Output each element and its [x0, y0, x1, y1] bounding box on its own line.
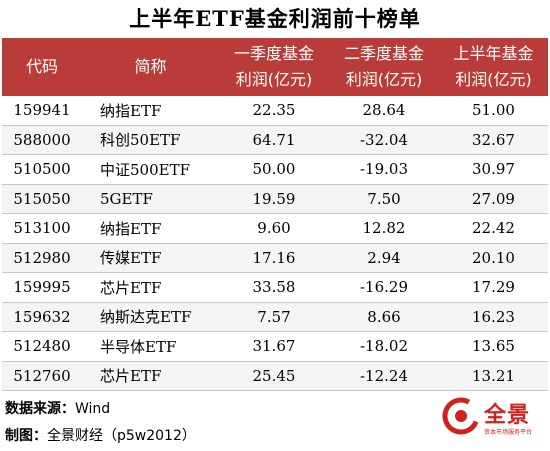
cell-code: 510500: [2, 154, 82, 185]
cell-name: 传媒ETF: [82, 243, 219, 273]
table-row: 159995 芯片ETF 33.58 -16.29 17.29: [2, 272, 548, 303]
logo-subtitle: 资本市场服务平台: [484, 429, 533, 436]
cell-q1: 17.16: [219, 243, 329, 273]
table-header-row: 代码 简称 一季度基金利润(亿元) 二季度基金利润(亿元) 上半年基金利润(亿元…: [2, 38, 548, 96]
cell-h1: 13.65: [439, 331, 548, 362]
maker-label: 制图：: [5, 428, 47, 444]
cell-q2: -18.02: [329, 331, 439, 362]
cell-q2: 8.66: [329, 302, 439, 332]
brand-logo: 全景 资本市场服务平台: [440, 393, 550, 448]
table-row: 512760 芯片ETF 25.45 -12.24 13.21: [2, 361, 548, 391]
cell-q2: 2.94: [329, 243, 439, 273]
maker-note: 制图：全景财经（p5w2012）: [5, 425, 196, 445]
cell-q2: 7.50: [329, 184, 439, 214]
cell-h1: 30.97: [439, 154, 548, 185]
header-name: 简称: [82, 38, 219, 96]
table-row: 513100 纳指ETF 9.60 12.82 22.42: [2, 213, 548, 244]
header-code: 代码: [2, 38, 82, 96]
header-h1: 上半年基金利润(亿元): [439, 38, 548, 96]
header-q1-line1: 一季度基金: [233, 44, 314, 63]
cell-code: 512480: [2, 331, 82, 362]
cell-h1: 27.09: [439, 184, 548, 214]
cell-name: 纳指ETF: [82, 96, 219, 126]
cell-code: 515050: [2, 184, 82, 214]
table-row: 510500 中证500ETF 50.00 -19.03 30.97: [2, 154, 548, 185]
cell-h1: 13.21: [439, 361, 548, 391]
cell-q2: -12.24: [329, 361, 439, 391]
cell-h1: 17.29: [439, 272, 548, 303]
page-title: 上半年ETF基金利润前十榜单: [129, 6, 421, 31]
cell-q1: 22.35: [219, 96, 329, 126]
cell-name: 纳指ETF: [82, 213, 219, 244]
header-q2: 二季度基金利润(亿元): [329, 38, 439, 96]
cell-name: 中证500ETF: [82, 154, 219, 185]
cell-q1: 25.45: [219, 361, 329, 391]
table-row: 159632 纳斯达克ETF 7.57 8.66 16.23: [2, 302, 548, 332]
cell-code: 159995: [2, 272, 82, 303]
header-code-label: 代码: [25, 57, 58, 76]
cell-q1: 19.59: [219, 184, 329, 214]
cell-code: 512760: [2, 361, 82, 391]
cell-h1: 22.42: [439, 213, 548, 244]
header-h1-line1: 上半年基金: [453, 44, 534, 63]
table-row: 159941 纳指ETF 22.35 28.64 51.00: [2, 96, 548, 126]
logo-text: 全景: [484, 403, 531, 428]
cell-q2: 28.64: [329, 96, 439, 126]
header-q1-line2: 利润(亿元): [235, 70, 313, 89]
cell-q2: -19.03: [329, 154, 439, 185]
cell-q1: 9.60: [219, 213, 329, 244]
cell-name: 半导体ETF: [82, 331, 219, 362]
cell-name: 科创50ETF: [82, 125, 219, 155]
cell-name: 纳斯达克ETF: [82, 302, 219, 332]
cell-q1: 50.00: [219, 154, 329, 185]
header-q1: 一季度基金利润(亿元): [219, 38, 329, 96]
header-q2-line2: 利润(亿元): [345, 70, 423, 89]
logo-mark-icon: [442, 397, 480, 435]
cell-code: 513100: [2, 213, 82, 244]
cell-h1: 16.23: [439, 302, 548, 332]
cell-h1: 20.10: [439, 243, 548, 273]
table-row: 512480 半导体ETF 31.67 -18.02 13.65: [2, 331, 548, 362]
table-row: 515050 5GETF 19.59 7.50 27.09: [2, 184, 548, 214]
cell-code: 588000: [2, 125, 82, 155]
source-label: 数据来源：: [5, 401, 75, 417]
cell-name: 5GETF: [82, 184, 219, 214]
cell-q1: 33.58: [219, 272, 329, 303]
cell-code: 159941: [2, 96, 82, 126]
header-h1-line2: 利润(亿元): [455, 70, 532, 89]
maker-value: 全景财经（p5w2012）: [47, 428, 196, 444]
cell-q1: 64.71: [219, 125, 329, 155]
cell-name: 芯片ETF: [82, 272, 219, 303]
cell-q2: -32.04: [329, 125, 439, 155]
cell-q1: 7.57: [219, 302, 329, 332]
table-row: 588000 科创50ETF 64.71 -32.04 32.67: [2, 125, 548, 155]
cell-q1: 31.67: [219, 331, 329, 362]
cell-h1: 32.67: [439, 125, 548, 155]
cell-code: 159632: [2, 302, 82, 332]
source-value: Wind: [75, 401, 111, 417]
cell-code: 512980: [2, 243, 82, 273]
ranking-table: 代码 简称 一季度基金利润(亿元) 二季度基金利润(亿元) 上半年基金利润(亿元…: [2, 38, 548, 391]
cell-name: 芯片ETF: [82, 361, 219, 391]
header-q2-line1: 二季度基金: [343, 44, 424, 63]
table-row: 512980 传媒ETF 17.16 2.94 20.10: [2, 243, 548, 273]
cell-q2: -16.29: [329, 272, 439, 303]
source-note: 数据来源：Wind: [5, 398, 110, 418]
cell-q2: 12.82: [329, 213, 439, 244]
header-name-label: 简称: [134, 57, 167, 76]
cell-h1: 51.00: [439, 96, 548, 126]
